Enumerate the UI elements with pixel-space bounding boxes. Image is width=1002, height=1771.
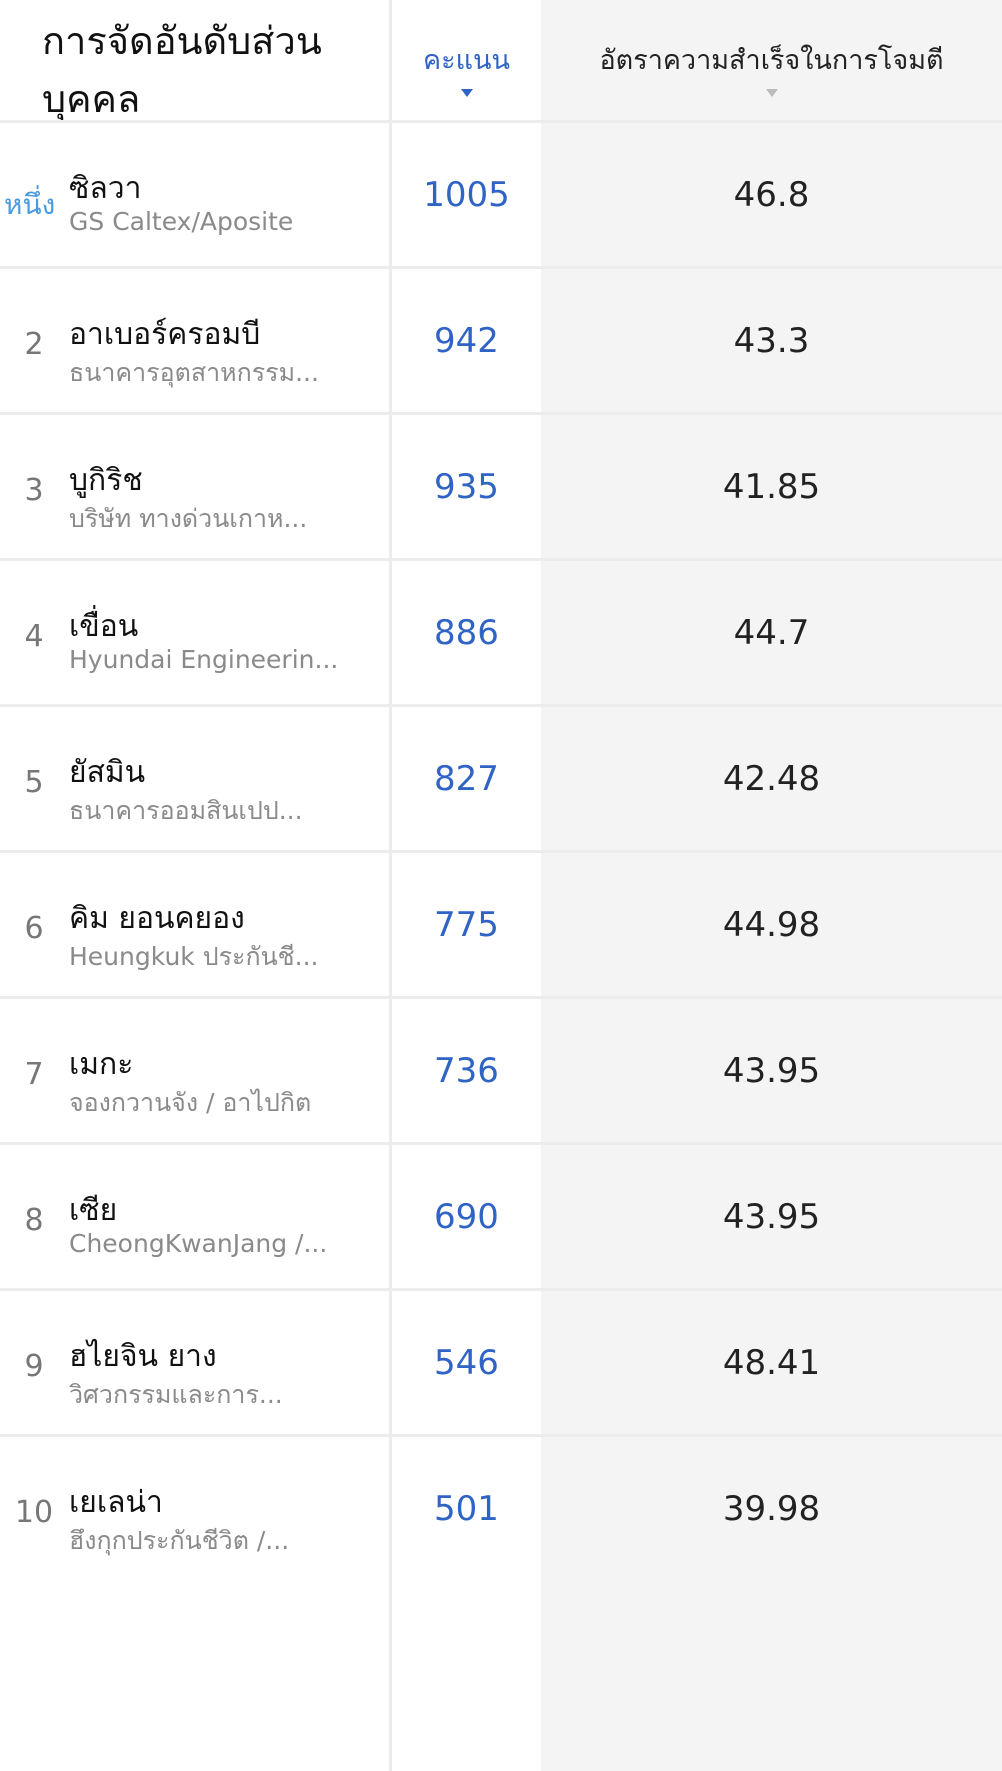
player-team: Hyundai Engineerin... xyxy=(69,645,339,674)
score-header-label: คะแนน xyxy=(423,45,510,76)
row-divider xyxy=(0,1434,1002,1437)
sort-by-score-header[interactable]: คะแนน xyxy=(392,38,541,97)
player-attack-rate: 42.48 xyxy=(722,759,821,799)
row-divider xyxy=(0,266,1002,269)
player-team: ธนาคารออมสินเปป... xyxy=(69,796,303,825)
player-team: ธนาคารอุตสาหกรรม... xyxy=(69,358,319,387)
player-rank: 5 xyxy=(24,765,44,800)
table-row[interactable]: 7 เมกะจองกวานจัง / อาไปกิต 736 43.95 xyxy=(0,999,1002,1142)
player-attack-rate: 43.3 xyxy=(733,321,810,361)
table-row[interactable]: 5 ยัสมินธนาคารออมสินเปป... 827 42.48 xyxy=(0,707,1002,850)
player-score: 942 xyxy=(434,321,499,361)
player-attack-rate: 43.95 xyxy=(722,1197,821,1237)
player-score: 827 xyxy=(434,759,499,799)
player-attack-rate: 44.7 xyxy=(733,613,810,653)
score-column-bg xyxy=(392,0,541,1771)
player-score: 736 xyxy=(434,1051,499,1091)
player-rank: หนึ่ง xyxy=(4,188,56,221)
player-score: 501 xyxy=(434,1489,499,1529)
column-divider xyxy=(389,0,392,1771)
player-attack-rate: 46.8 xyxy=(733,175,810,215)
player-attack-rate: 39.98 xyxy=(722,1489,821,1529)
table-row[interactable]: 10 เยเลน่าฮึงกุกประกันชีวิต /... 501 39.98 xyxy=(0,1437,1002,1580)
player-score: 546 xyxy=(434,1343,499,1383)
row-divider xyxy=(0,704,1002,707)
table-row[interactable]: 2 อาเบอร์ครอมบีธนาคารอุตสาหกรรม... 942 43.3 xyxy=(0,269,1002,412)
player-team: จองกวานจัง / อาไปกิต xyxy=(69,1088,312,1117)
player-team: CheongKwanJang /... xyxy=(69,1229,328,1258)
table-row[interactable]: หนึ่ง ซิลวา GS Caltex/Aposite 1005 46.8 xyxy=(0,123,1002,266)
player-rank: 8 xyxy=(24,1203,44,1238)
table-row[interactable]: 3 บูกิริชบริษัท ทางด่วนเกาห... 935 41.85 xyxy=(0,415,1002,558)
player-column-bg xyxy=(0,0,389,1771)
table-header: การจัดอันดับส่วนบุคคล คะแนน อัตราความสำเ… xyxy=(0,0,1002,134)
player-name: เซีย xyxy=(69,1193,118,1228)
row-divider xyxy=(0,1142,1002,1145)
player-attack-rate: 43.95 xyxy=(722,1051,821,1091)
player-rank: 2 xyxy=(24,327,44,362)
player-attack-rate: 44.98 xyxy=(722,905,821,945)
player-name: คิม ยอนคยอง xyxy=(69,901,245,936)
row-divider xyxy=(0,412,1002,415)
table-row[interactable]: 8 เซีย CheongKwanJang /... 690 43.95 xyxy=(0,1145,1002,1288)
player-rank: 9 xyxy=(24,1349,44,1384)
player-name: ฮไยจิน ยาง xyxy=(69,1339,217,1374)
player-name: อาเบอร์ครอมบี xyxy=(69,317,261,352)
player-rank: 7 xyxy=(24,1057,44,1092)
player-name: ซิลวา xyxy=(69,171,142,206)
page-title: การจัดอันดับส่วนบุคคล xyxy=(42,19,322,121)
player-name: ยัสมิน xyxy=(69,755,146,790)
rate-column-bg xyxy=(541,0,1002,1771)
player-attack-rate: 41.85 xyxy=(722,467,821,507)
player-team: ฮึงกุกประกันชีวิต /... xyxy=(69,1526,290,1555)
player-name: เมกะ xyxy=(69,1047,134,1082)
row-divider xyxy=(0,120,1002,123)
player-rank: 3 xyxy=(24,473,44,508)
player-team: GS Caltex/Aposite xyxy=(69,207,294,236)
row-divider xyxy=(0,558,1002,561)
row-divider xyxy=(0,850,1002,853)
player-score: 775 xyxy=(434,905,499,945)
player-rank: 10 xyxy=(14,1495,54,1530)
player-team: บริษัท ทางด่วนเกาห... xyxy=(69,504,308,533)
player-score: 935 xyxy=(434,467,499,507)
table-row[interactable]: 4 เขื่อน Hyundai Engineerin... 886 44.7 xyxy=(0,561,1002,704)
player-score: 1005 xyxy=(423,175,510,215)
player-score: 886 xyxy=(434,613,499,653)
sort-desc-icon xyxy=(460,89,473,97)
player-team: Heungkuk ประกันชี... xyxy=(69,942,319,971)
rate-header-label: อัตราความสำเร็จในการโจมตี xyxy=(599,45,944,76)
player-attack-rate: 48.41 xyxy=(722,1343,821,1383)
player-team: วิศวกรรมและการ... xyxy=(69,1380,283,1409)
sort-inactive-icon xyxy=(765,89,778,97)
player-name: บูกิริช xyxy=(69,463,143,498)
row-divider xyxy=(0,1288,1002,1291)
player-name: เยเลน่า xyxy=(69,1485,163,1520)
table-row[interactable]: 9 ฮไยจิน ยางวิศวกรรมและการ... 546 48.41 xyxy=(0,1291,1002,1434)
player-name: เขื่อน xyxy=(69,609,139,644)
player-rank: 4 xyxy=(24,619,44,654)
player-score: 690 xyxy=(434,1197,499,1237)
player-rank: 6 xyxy=(24,911,44,946)
table-row[interactable]: 6 คิม ยอนคยอง Heungkuk ประกันชี... 775 44.98 xyxy=(0,853,1002,996)
sort-by-attack-rate-header[interactable]: อัตราความสำเร็จในการโจมตี xyxy=(541,38,1002,97)
row-divider xyxy=(0,996,1002,999)
